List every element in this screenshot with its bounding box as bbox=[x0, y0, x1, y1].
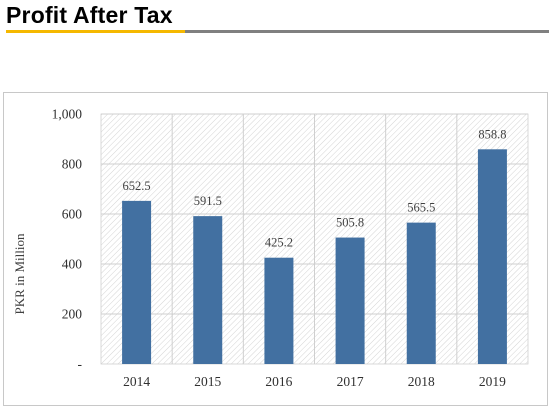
title-accent-underline bbox=[6, 30, 185, 33]
bar-2019 bbox=[477, 149, 507, 364]
chart-container: -200 400 600 800 1,000 2014 2015 2016 2017 2018 2… bbox=[3, 92, 548, 406]
x-tick-label-2019: 2019 bbox=[479, 374, 506, 389]
bar-2015 bbox=[193, 216, 223, 364]
bar-2017 bbox=[335, 237, 365, 364]
x-tick-label-2016: 2016 bbox=[265, 374, 292, 389]
y-axis-ticks: - 200 400 600 800 1,000 bbox=[52, 107, 83, 372]
y-tick-label-2: 400 bbox=[62, 257, 83, 272]
data-label-2016: 425.2 bbox=[265, 236, 293, 250]
y-tick-label-3: 600 bbox=[62, 207, 83, 222]
x-tick-label-2014: 2014 bbox=[123, 374, 150, 389]
x-tick-label-2017: 2017 bbox=[337, 374, 364, 389]
gridlines bbox=[101, 113, 528, 364]
bars bbox=[122, 149, 507, 364]
y-tick-label-4: 800 bbox=[62, 157, 83, 172]
data-label-2019: 858.8 bbox=[478, 127, 506, 141]
data-label-2014: 652.5 bbox=[123, 179, 151, 193]
bar-2018 bbox=[406, 222, 436, 364]
x-tick-label-2018: 2018 bbox=[408, 374, 435, 389]
y-tick-label-5: 1,000 bbox=[52, 107, 83, 122]
data-label-2015: 591.5 bbox=[194, 194, 222, 208]
y-tick-label-0: - bbox=[78, 357, 83, 372]
bar-2014 bbox=[122, 200, 152, 364]
data-label-2018: 565.5 bbox=[407, 201, 435, 215]
x-tick-label-2015: 2015 bbox=[194, 374, 221, 389]
data-label-2017: 505.8 bbox=[336, 216, 364, 230]
page-title: Profit After Tax bbox=[6, 2, 173, 28]
y-tick-label-1: 200 bbox=[62, 307, 83, 322]
title-underline bbox=[6, 30, 549, 33]
y-axis-label: PKR in Million bbox=[12, 233, 27, 314]
x-axis-ticks: 2014 2015 2016 2017 2018 2019 bbox=[123, 374, 506, 389]
data-labels: 652.5 591.5 425.2 505.8 565.5 858.8 bbox=[123, 127, 507, 249]
bar-2016 bbox=[264, 257, 294, 364]
